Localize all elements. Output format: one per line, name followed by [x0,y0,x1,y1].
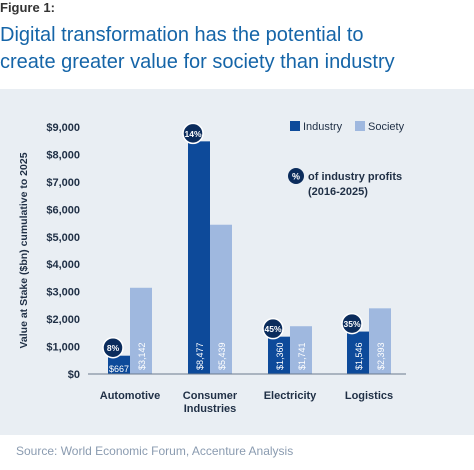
profit-share-label: 45% [264,324,281,334]
y-tick-label: $9,000 [46,122,80,134]
badge-legend-line2: (2016-2025) [308,186,368,198]
figure-title-line-2: create greater value for society than in… [0,51,395,73]
category-label: Electricity [264,390,317,402]
profit-share-badge [182,122,204,145]
y-tick-label: $4,000 [46,259,80,271]
category-label: Consumer [183,390,238,402]
badge-legend-icon [288,168,304,184]
y-tick-label: $7,000 [46,177,80,189]
profit-share-label: 35% [343,319,360,329]
society-value-label: $3,142 [137,342,147,370]
y-axis-label: Value at Stake ($bn) cumulative to 2025 [18,152,30,348]
society-value-label: $2,393 [376,342,386,370]
society-value-label: $1,741 [297,342,307,370]
profit-share-label: 14% [184,129,201,139]
category-label: Industries [184,403,237,415]
industry-bar [188,141,210,374]
profit-share-badge [102,336,124,359]
y-tick-label: $2,000 [46,314,80,326]
chart-panel: $0 $1,000 $2,000 $3,000 $4,000 $5,000 $6,000 $7… [0,89,474,435]
y-tick-label: $6,000 [46,204,80,216]
society-value-label: $5,439 [217,342,227,370]
society-bar [290,326,312,374]
industry-bar [268,336,290,374]
category-label: Automotive [100,390,161,402]
industry-bar [108,355,130,374]
industry-value-label: $667 [109,364,129,374]
category-label: Logistics [345,390,393,402]
badge-legend-line1: of industry profits [308,171,402,183]
figure-title: Digital transformation has the potential… [0,22,474,76]
figure-label: Figure 1: [0,0,55,15]
y-tick-label: $8,000 [46,149,80,161]
legend-society-label: Society [368,121,405,133]
society-bar [210,224,232,374]
y-tick-label: $5,000 [46,232,80,244]
industry-bar [347,331,369,374]
y-tick-label: $3,000 [46,287,80,299]
y-tick-label: $0 [68,369,80,381]
society-bar [369,308,391,374]
legend-industry-swatch [290,121,300,131]
industry-value-label: $1,546 [354,342,364,370]
y-tick-label: $1,000 [46,342,80,354]
profit-share-badge [262,317,284,340]
bar-chart: $0 $1,000 $2,000 $3,000 $4,000 $5,000 $6,000 $7… [18,121,406,415]
industry-value-label: $8,477 [195,342,205,370]
profit-share-badge [341,312,363,335]
legend-industry-label: Industry [303,121,343,133]
figure-title-line-1: Digital transformation has the potential… [0,24,364,46]
source-note: Source: World Economic Forum, Accenture … [16,444,294,458]
industry-value-label: $1,360 [275,342,285,370]
badge-legend-symbol: % [292,172,300,182]
profit-share-label: 8% [107,343,120,353]
society-bar [130,287,152,374]
legend-society-swatch [355,121,365,131]
